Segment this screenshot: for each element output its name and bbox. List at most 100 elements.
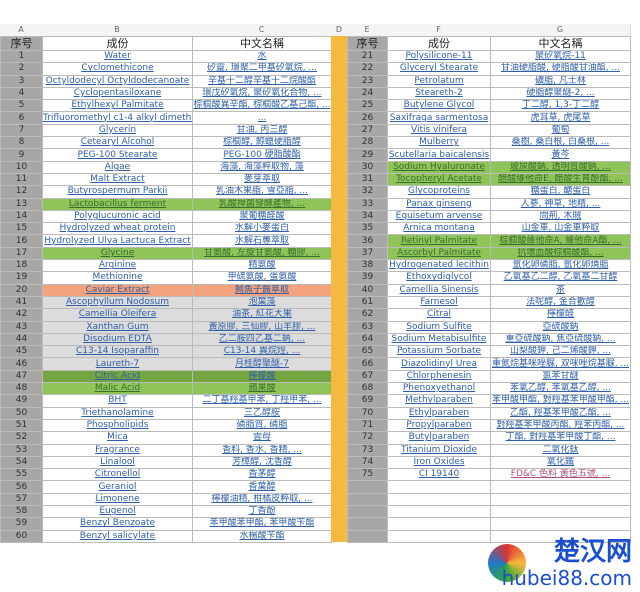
cell-num[interactable]: 24 [347,86,388,101]
cell-chinese[interactable]: 乙酯, 羥基苯甲酸乙酯, ... [490,406,631,420]
cell-num[interactable]: 70 [347,406,388,420]
cell-chinese[interactable]: 乳酸桿菌發酵產物, ... [192,197,332,211]
col-G[interactable]: G [490,24,631,36]
cell-chinese[interactable]: ... [192,111,332,125]
cell-chinese[interactable]: 泡葉藻 [192,295,332,310]
cell-ingredient[interactable]: Caviar Extract [42,283,193,297]
cell-chinese[interactable]: 玻尿酸鈉, 透明質酸鈉, ... [490,160,631,174]
cell-chinese[interactable]: 甲硫氨酸, 蛋氨酸 [192,271,332,285]
empty-cell[interactable] [490,492,631,506]
cell-num[interactable]: 26 [347,111,388,125]
cell-chinese[interactable]: 棕櫚醇, 鯨蠟硬脂醇 [192,136,332,150]
cell-ingredient[interactable]: Cyclopentasiloxane [42,86,193,101]
cell-chinese[interactable]: 棕櫚酸異辛酯, 棕櫚酸乙基己酯, ... [192,99,332,113]
cell-num[interactable]: 23 [347,74,388,88]
cell-num[interactable]: 66 [347,357,388,371]
cell-num[interactable]: 13 [0,197,43,211]
cell-ingredient[interactable]: Citric Acid [42,369,193,384]
cell-num[interactable]: 52 [0,431,43,445]
empty-cell[interactable] [387,492,491,506]
cell-ingredient[interactable]: Linalool [42,455,193,470]
cell-ingredient[interactable]: Citronellol [42,468,193,482]
cell-ingredient[interactable]: C13-14 Isoparaffin [42,345,193,359]
cell-ingredient[interactable]: Butyrospermum Parkii [42,185,193,199]
cell-chinese[interactable]: 水 [192,49,332,64]
cell-num[interactable]: 36 [347,234,388,248]
cell-num[interactable]: 14 [0,209,43,224]
cell-ingredient[interactable]: Iron Oxides [387,455,491,470]
cell-num[interactable]: 11 [0,172,43,187]
cell-chinese[interactable]: 乙氧基乙二醇, 乙氧基二甘醇 [490,271,631,285]
cell-num[interactable]: 69 [347,394,388,408]
cell-num[interactable]: 15 [0,222,43,236]
empty-cell[interactable] [490,504,631,519]
col-B[interactable]: B [42,24,193,36]
cell-ingredient[interactable]: Mica [42,431,193,445]
cell-ingredient[interactable]: Phospholipids [42,418,193,433]
cell-chinese[interactable]: 丁香酚 [192,504,332,519]
cell-chinese[interactable]: 聚矽氧烷-11 [490,49,631,64]
cell-chinese[interactable]: 二氧化鈦 [490,443,631,457]
cell-chinese[interactable]: 礦脂, 凡士林 [490,74,631,88]
cell-ingredient[interactable]: Octyldodecyl Octyldodecanoate [42,74,193,88]
cell-num[interactable]: 20 [0,283,43,297]
cell-chinese[interactable]: 抗壞血酸棕櫚酸酯, ... [490,246,631,261]
col-E[interactable]: E [347,24,388,36]
empty-cell[interactable] [490,480,631,494]
cell-num[interactable]: 18 [0,259,43,273]
cell-num[interactable]: 45 [0,345,43,359]
cell-ingredient[interactable]: Hydrogenated lecithin [387,259,491,273]
cell-ingredient[interactable]: Xanthan Gum [42,320,193,334]
cell-num[interactable]: 59 [0,517,43,531]
cell-num[interactable]: 29 [347,148,388,162]
cell-ingredient[interactable]: Cyclomethicone [42,62,193,76]
cell-ingredient[interactable]: Algae [42,160,193,174]
cell-ingredient[interactable]: Fragrance [42,443,193,457]
cell-num[interactable]: 41 [0,295,43,310]
cell-ingredient[interactable]: Glycoproteins [387,185,491,199]
empty-cell[interactable] [347,480,388,494]
empty-cell[interactable] [387,504,491,519]
cell-chinese[interactable]: 棕櫚酸維他命A, 維他命A酯, ... [490,234,631,248]
cell-ingredient[interactable]: Panax ginseng [387,197,491,211]
cell-ingredient[interactable]: Glycine [42,246,193,261]
cell-ingredient[interactable]: Benzyl Benzoate [42,517,193,531]
empty-cell[interactable] [347,492,388,506]
cell-num[interactable]: 35 [347,222,388,236]
cell-num[interactable]: 22 [347,62,388,76]
cell-ingredient[interactable]: Sodium Sulfite [387,320,491,334]
cell-num[interactable]: 31 [347,172,388,187]
cell-ingredient[interactable]: Steareth-2 [387,86,491,101]
cell-chinese[interactable]: 二丁基羥基甲苯, 丁羥甲苯, ... [192,394,332,408]
cell-num[interactable]: 46 [0,357,43,371]
cell-ingredient[interactable]: Farnesol [387,295,491,310]
cell-num[interactable]: 51 [0,418,43,433]
cell-chinese[interactable]: 檸檬油精, 柑橘皮粹取, ... [192,492,332,506]
cell-num[interactable]: 56 [0,480,43,494]
cell-num[interactable]: 49 [0,394,43,408]
cell-chinese[interactable]: 醋酸維他命E, 醋酸生育酚酯, ... [490,172,631,187]
col-A[interactable]: A [0,24,43,36]
cell-ingredient[interactable]: Methylparaben [387,394,491,408]
cell-chinese[interactable]: 甘氨酸, 左旋甘氨酸, 糖膠, ... [192,246,332,261]
header-ingredient[interactable]: 成份 [387,36,491,51]
cell-num[interactable]: 37 [347,246,388,261]
cell-ingredient[interactable]: Citral [387,308,491,322]
cell-num[interactable]: 73 [347,443,388,457]
empty-cell[interactable] [387,529,491,543]
cell-num[interactable]: 19 [0,271,43,285]
cell-num[interactable]: 62 [347,308,388,322]
cell-ingredient[interactable]: Potassium Sorbate [387,345,491,359]
cell-chinese[interactable]: 黃原膠, 三仙膠, 山羊膠, ... [192,320,332,334]
cell-ingredient[interactable]: Ethylparaben [387,406,491,420]
cell-chinese[interactable]: 黃芩 [490,148,631,162]
cell-ingredient[interactable]: Camellia Sinensis [387,283,491,297]
cell-chinese[interactable]: 水楊酸苄酯 [192,529,332,543]
cell-ingredient[interactable]: Chlorphenesin [387,369,491,384]
cell-chinese[interactable]: 苯甲酸甲酯, 對羥基苯甲酸甲酯, ... [490,394,631,408]
cell-num[interactable]: 43 [0,320,43,334]
cell-ingredient[interactable]: Triethanolamine [42,406,193,420]
cell-num[interactable]: 1 [0,49,43,64]
cell-ingredient[interactable]: Malt Extract [42,172,193,187]
cell-num[interactable]: 47 [0,369,43,384]
